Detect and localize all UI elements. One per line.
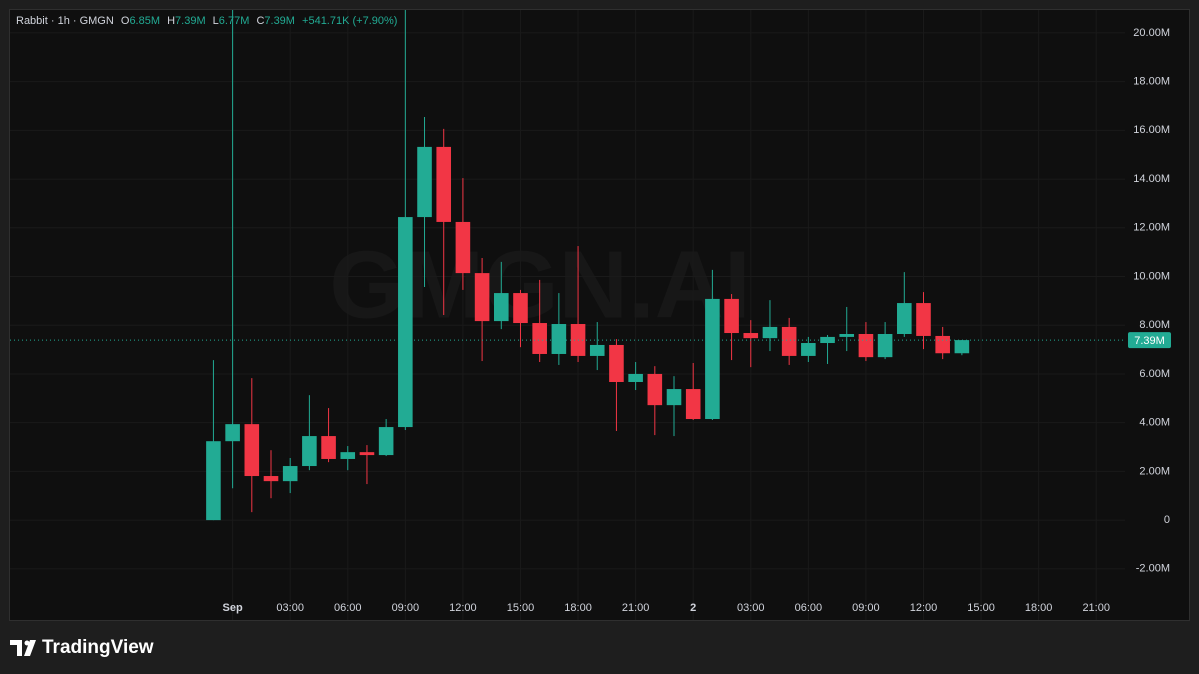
- y-tick-label: 12.00M: [1133, 222, 1170, 234]
- x-tick-label: 06:00: [795, 602, 823, 614]
- last-price-label: 7.39M: [1134, 335, 1165, 347]
- close-value: 7.39M: [264, 15, 295, 27]
- y-tick-label: 0: [1164, 514, 1170, 526]
- y-tick-label: 2.00M: [1139, 465, 1170, 477]
- candle-body: [858, 334, 874, 358]
- x-tick-label: 2: [690, 602, 696, 614]
- y-tick-label: 10.00M: [1133, 270, 1170, 282]
- x-tick-label: Sep: [223, 602, 243, 614]
- candle-body: [513, 293, 528, 324]
- high-key: H: [167, 15, 175, 27]
- x-tick-label: 21:00: [1082, 602, 1110, 614]
- y-tick-label: 20.00M: [1133, 27, 1170, 39]
- candle-body: [436, 146, 452, 222]
- legend-header: Rabbit · 1h · GMGN O6.85M H7.39M L6.77M …: [16, 15, 397, 27]
- logo-icon: [10, 640, 36, 656]
- change: +541.71K (+7.90%): [302, 15, 397, 27]
- branding-text[interactable]: TradingView: [42, 637, 154, 658]
- x-tick-label: 09:00: [392, 602, 420, 614]
- x-tick-label: 15:00: [967, 602, 995, 614]
- open-value: 6.85M: [129, 15, 160, 27]
- candle-body: [897, 303, 912, 335]
- y-tick-label: 16.00M: [1133, 124, 1170, 136]
- x-tick-label: 12:00: [449, 602, 477, 614]
- logo-dot: [24, 640, 30, 646]
- candle-body: [685, 389, 701, 420]
- x-tick-label: 12:00: [910, 602, 938, 614]
- axes: -2.00M 0 2.00M 4.00M 6.00M 8.00M 10.00M 12.00M 1…: [223, 27, 1171, 614]
- y-tick-label: 4.00M: [1139, 417, 1170, 429]
- candle-body: [282, 466, 298, 482]
- candle-body: [340, 452, 356, 459]
- candle-body: [801, 343, 816, 356]
- candle-body: [321, 436, 336, 459]
- candle-body: [724, 298, 739, 334]
- y-tick-label: -2.00M: [1136, 563, 1170, 575]
- candle-body: [743, 333, 759, 339]
- candle-body: [781, 326, 797, 356]
- candle-body: [378, 427, 394, 456]
- x-tick-label: 15:00: [507, 602, 535, 614]
- y-tick-label: 8.00M: [1139, 319, 1170, 331]
- high-value: 7.39M: [175, 15, 206, 27]
- candle-body: [609, 344, 624, 382]
- candle-body: [666, 389, 682, 406]
- candle-body: [877, 334, 893, 358]
- x-tick-label: 21:00: [622, 602, 650, 614]
- candle-body: [417, 146, 432, 218]
- y-tick-label: 6.00M: [1139, 368, 1170, 380]
- candle-body: [474, 273, 490, 322]
- candle-body: [302, 436, 317, 467]
- x-tick-label: 09:00: [852, 602, 880, 614]
- plot-area: [10, 10, 1125, 521]
- candle-body: [916, 303, 931, 336]
- candle-body: [263, 476, 279, 482]
- candle-body: [647, 373, 663, 406]
- candle-body: [398, 217, 413, 428]
- candle-body: [206, 441, 221, 521]
- candle-body: [762, 326, 778, 339]
- open-key: O: [121, 15, 130, 27]
- candle-body: [935, 335, 950, 354]
- x-tick-label: 06:00: [334, 602, 362, 614]
- symbol: Rabbit · 1h · GMGN: [16, 15, 114, 27]
- close-key: C: [256, 15, 264, 27]
- y-tick-label: 18.00M: [1133, 76, 1170, 88]
- x-tick-label: 18:00: [564, 602, 592, 614]
- low-value: 6.77M: [219, 15, 250, 27]
- candle-body: [551, 324, 567, 354]
- x-tick-label: 03:00: [737, 602, 765, 614]
- candle-body: [820, 336, 835, 344]
- low-key: L: [213, 15, 219, 27]
- candle-body: [705, 298, 720, 420]
- candle-body: [954, 340, 970, 354]
- candle-body: [532, 323, 547, 354]
- last-price-box: [1128, 332, 1171, 349]
- candle-body: [839, 334, 855, 337]
- x-tick-label: 18:00: [1025, 602, 1053, 614]
- branding-logo: TradingView: [10, 637, 154, 658]
- candle-body: [359, 452, 375, 456]
- candle-body: [589, 344, 605, 356]
- candle-body: [455, 221, 471, 274]
- x-tick-label: 03:00: [276, 602, 304, 614]
- candle-body: [225, 424, 240, 442]
- candle-body: [244, 424, 260, 477]
- candle-body: [628, 373, 643, 382]
- candle-body: [493, 293, 509, 322]
- y-tick-label: 14.00M: [1133, 173, 1170, 185]
